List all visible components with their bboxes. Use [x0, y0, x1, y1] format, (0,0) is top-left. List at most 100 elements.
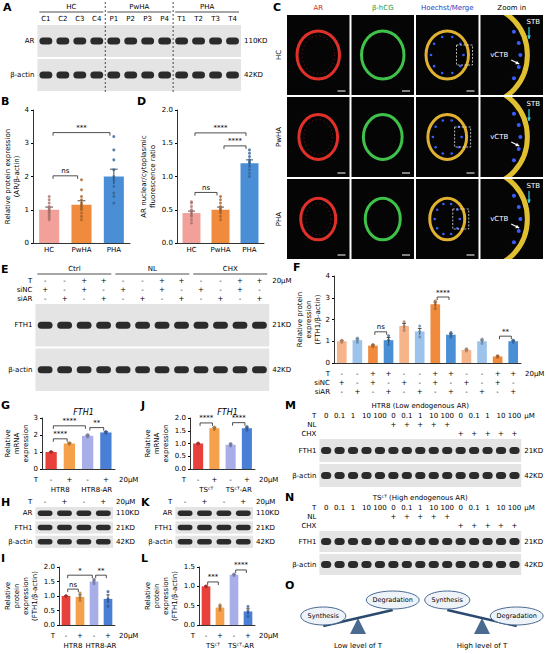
- svg-text:NL: NL: [307, 421, 316, 429]
- svg-text:1: 1: [485, 412, 489, 420]
- svg-text:1.0: 1.0: [184, 582, 195, 590]
- svg-text:0: 0: [25, 239, 29, 247]
- svg-text:10: 10: [429, 412, 438, 420]
- svg-text:STB: STB: [526, 182, 540, 190]
- svg-text:T: T: [33, 476, 39, 484]
- svg-text:HTR8-AR: HTR8-AR: [81, 486, 112, 494]
- svg-text:AR: AR: [163, 509, 173, 517]
- svg-text:10: 10: [497, 412, 506, 420]
- svg-text:+: +: [257, 277, 263, 285]
- svg-text:siNC: siNC: [314, 379, 330, 387]
- svg-text:42KD: 42KD: [272, 366, 291, 374]
- svg-text:20μM: 20μM: [259, 632, 278, 640]
- svg-text:+: +: [485, 522, 491, 530]
- svg-text:expression: expression: [305, 301, 313, 339]
- svg-text:mRNA: mRNA: [153, 432, 161, 454]
- svg-text:Relative: Relative: [4, 429, 12, 457]
- svg-text:-: -: [356, 370, 359, 378]
- svg-text:Relative: Relative: [144, 429, 152, 457]
- svg-text:+: +: [211, 476, 217, 484]
- svg-text:HC: HC: [275, 50, 283, 60]
- svg-text:HC: HC: [186, 246, 196, 254]
- svg-text:1: 1: [485, 504, 489, 512]
- svg-text:+: +: [218, 295, 224, 303]
- svg-text:-: -: [141, 286, 144, 294]
- svg-text:+: +: [417, 513, 423, 521]
- svg-text:(FTH1/β-actin): (FTH1/β-actin): [171, 571, 179, 621]
- svg-text:+: +: [390, 421, 396, 429]
- svg-text:**: **: [502, 328, 510, 336]
- svg-text:+: +: [485, 430, 491, 438]
- svg-text:Relative: Relative: [4, 582, 12, 610]
- svg-text:β-actin: β-actin: [8, 538, 32, 546]
- svg-text:+: +: [217, 632, 223, 640]
- svg-text:+: +: [417, 421, 423, 429]
- svg-text:TSᶜᵀ (High endogenous AR): TSᶜᵀ (High endogenous AR): [372, 494, 468, 502]
- svg-text:**: **: [93, 419, 101, 427]
- svg-text:100: 100: [508, 412, 521, 420]
- svg-text:expression: expression: [22, 577, 30, 615]
- svg-text:+: +: [240, 498, 246, 506]
- svg-text:-: -: [403, 370, 406, 378]
- svg-text:μM: μM: [524, 504, 535, 512]
- svg-text:20μM: 20μM: [525, 370, 544, 378]
- svg-text:42KD: 42KD: [524, 472, 543, 480]
- svg-text:****: ****: [53, 430, 68, 438]
- svg-text:1.5: 1.5: [44, 578, 55, 586]
- svg-text:+: +: [257, 295, 263, 303]
- svg-text:100: 100: [441, 412, 454, 420]
- svg-text:FTH1: FTH1: [73, 408, 94, 417]
- svg-text:2.0: 2.0: [44, 563, 55, 571]
- svg-text:vCTB: vCTB: [490, 215, 508, 223]
- svg-text:0.5: 0.5: [184, 602, 195, 610]
- svg-text:****: ****: [436, 289, 451, 297]
- svg-text:FTH1: FTH1: [154, 524, 172, 532]
- svg-text:+: +: [458, 522, 464, 530]
- svg-text:C3: C3: [75, 15, 84, 23]
- svg-text:CHX: CHX: [301, 430, 316, 438]
- svg-text:T1: T1: [176, 15, 186, 23]
- svg-text:PHA: PHA: [242, 246, 256, 254]
- svg-text:42KD: 42KD: [256, 538, 275, 546]
- svg-text:+: +: [444, 513, 450, 521]
- svg-text:Relative: Relative: [144, 582, 152, 610]
- svg-text:+: +: [101, 295, 107, 303]
- svg-text:-: -: [50, 476, 53, 484]
- svg-text:PwHA: PwHA: [275, 127, 283, 147]
- svg-text:T: T: [27, 498, 33, 506]
- svg-text:AR nuclear/cytoplasmic: AR nuclear/cytoplasmic: [140, 135, 148, 217]
- svg-text:siAR: siAR: [17, 295, 32, 303]
- svg-text:PHA: PHA: [107, 246, 121, 254]
- svg-text:ns: ns: [69, 581, 77, 589]
- svg-text:siAR: siAR: [315, 388, 330, 396]
- svg-text:21KD: 21KD: [256, 524, 275, 532]
- svg-text:expression: expression: [162, 425, 170, 463]
- svg-text:HC: HC: [66, 3, 76, 11]
- svg-text:-: -: [418, 370, 421, 378]
- svg-text:2: 2: [25, 173, 29, 181]
- svg-text:3: 3: [34, 414, 38, 422]
- svg-text:HTR8: HTR8: [51, 486, 70, 494]
- svg-text:0.1: 0.1: [334, 412, 345, 420]
- svg-text:-: -: [65, 632, 68, 640]
- svg-text:expression: expression: [162, 577, 170, 615]
- svg-text:+: +: [237, 286, 243, 294]
- svg-text:AR: AR: [23, 509, 33, 517]
- svg-text:-: -: [387, 379, 390, 387]
- svg-text:3: 3: [326, 294, 330, 302]
- svg-text:Hoechst/Merge: Hoechst/Merge: [421, 4, 474, 12]
- svg-text:+: +: [339, 379, 345, 387]
- svg-text:-: -: [496, 388, 499, 396]
- svg-text:1: 1: [34, 448, 38, 456]
- svg-text:NL: NL: [307, 513, 316, 521]
- svg-text:STB: STB: [526, 100, 540, 108]
- svg-text:P2: P2: [126, 15, 135, 23]
- svg-text:+: +: [105, 632, 111, 640]
- svg-text:+: +: [77, 632, 83, 640]
- svg-text:-: -: [63, 286, 66, 294]
- svg-text:21KD: 21KD: [272, 321, 291, 329]
- svg-text:42KD: 42KD: [244, 71, 263, 79]
- svg-text:-: -: [403, 388, 406, 396]
- svg-text:100: 100: [441, 504, 454, 512]
- svg-text:+: +: [62, 295, 68, 303]
